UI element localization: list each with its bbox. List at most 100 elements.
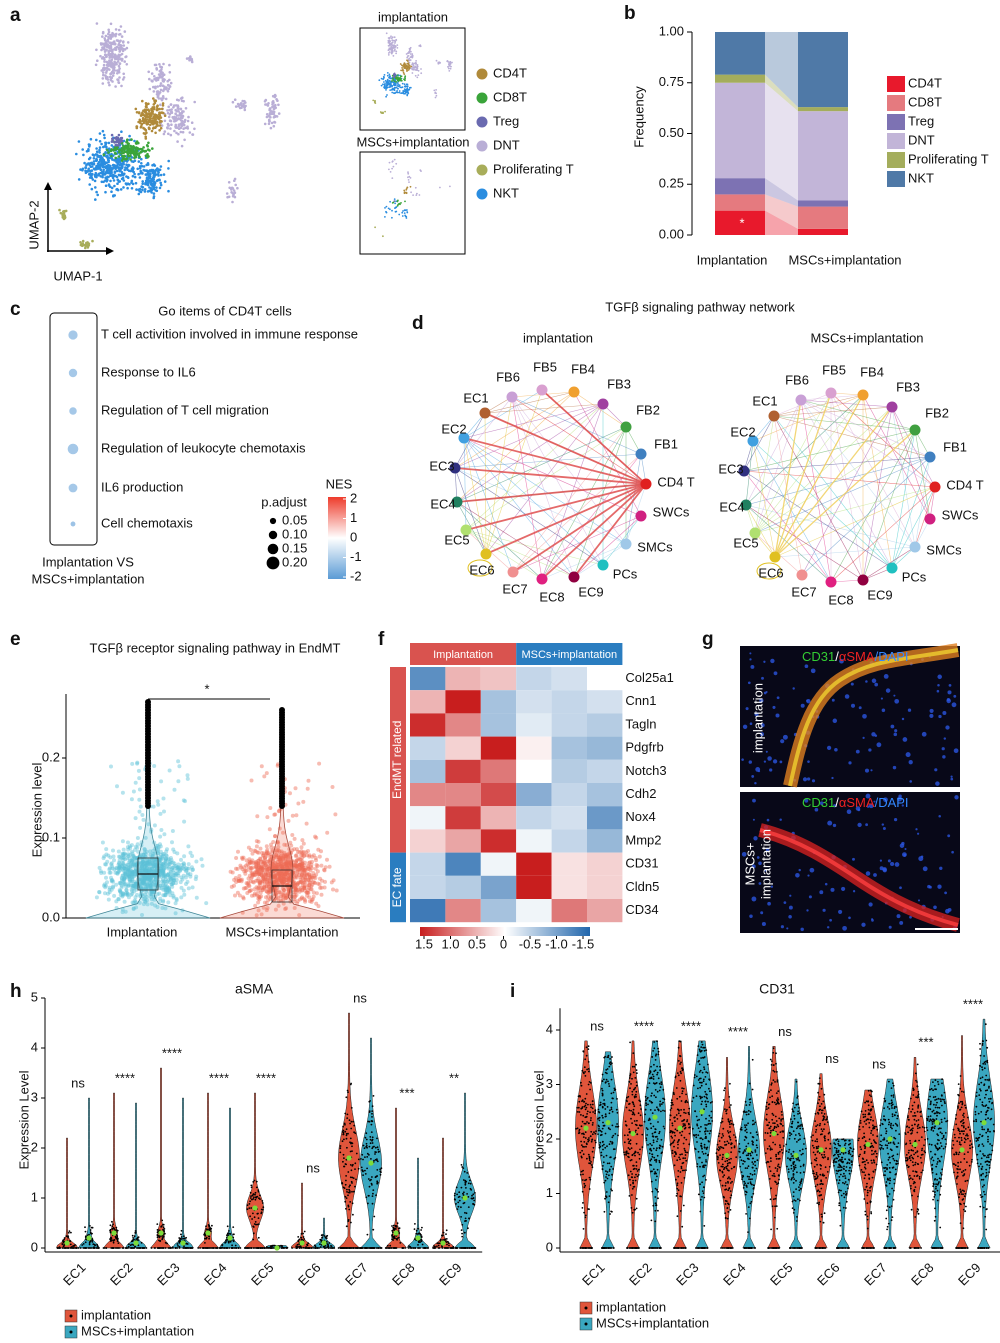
cell-point <box>109 72 112 76</box>
cell-point <box>403 73 406 75</box>
nucleus <box>751 774 755 778</box>
edge <box>830 392 936 488</box>
jitter-point <box>185 776 190 781</box>
cell-point <box>110 190 113 193</box>
term-label: Regulation of T cell migration <box>101 402 269 417</box>
node-label: EC5 <box>444 532 469 547</box>
jitter-point <box>190 885 195 890</box>
legend-label: Proliferating T <box>908 151 989 166</box>
jitter-point <box>262 860 267 865</box>
cell-point <box>188 131 192 134</box>
node-label: CD4 T <box>657 474 694 489</box>
cell-point <box>400 86 403 89</box>
cell-point <box>136 167 139 171</box>
cell-point <box>123 48 127 51</box>
colorbar-label: 0 <box>500 936 507 951</box>
stain-name: CD31 <box>802 795 835 810</box>
cell-point <box>100 43 103 46</box>
cell-point <box>92 167 96 170</box>
jitter-point <box>173 901 178 906</box>
nucleus <box>806 909 809 912</box>
x-axis-label: Implantation VS <box>42 554 134 569</box>
nucleus <box>936 689 940 693</box>
cell-point <box>166 109 169 112</box>
jitter-point <box>152 764 157 768</box>
nucleus <box>879 859 882 862</box>
stain-name: DAPI <box>878 649 908 664</box>
cell-point <box>104 151 107 154</box>
cell-point <box>410 65 413 68</box>
y-tick-label: 0.75 <box>659 74 684 89</box>
jitter-point <box>99 871 104 875</box>
jitter-point <box>165 872 170 877</box>
cell-point <box>161 102 165 105</box>
cell-point <box>163 180 167 183</box>
jitter-point <box>177 764 182 769</box>
nucleus <box>834 748 838 752</box>
jitter-point <box>88 1242 91 1244</box>
x-tick-label: EC1 <box>60 1260 88 1288</box>
cell-point <box>105 48 108 52</box>
jitter-point <box>130 854 135 859</box>
jitter-point <box>174 881 178 886</box>
jitter-point <box>126 852 131 857</box>
jitter-point <box>312 880 317 885</box>
cell-point <box>267 122 271 126</box>
jitter-point <box>117 854 121 859</box>
plot-frame <box>49 312 98 546</box>
cell-point <box>114 174 117 178</box>
cell-point <box>147 102 150 106</box>
node-label: SWCs <box>942 507 979 522</box>
jitter-point <box>325 857 329 862</box>
cell-point <box>391 177 394 180</box>
cell-point <box>98 140 102 143</box>
cell-point <box>146 178 150 181</box>
cell-point <box>397 85 400 88</box>
cell-point <box>435 94 438 97</box>
jitter-point <box>318 885 323 890</box>
cell-point <box>167 189 170 193</box>
panel-label: d <box>412 313 424 334</box>
cell-point <box>144 111 147 114</box>
cell-point <box>120 130 123 133</box>
cell-point <box>227 181 231 184</box>
jitter-point <box>165 886 170 891</box>
cell-point <box>155 168 158 172</box>
cell-point <box>388 84 391 86</box>
cell-point <box>409 177 412 179</box>
y-axis-label: Expression Level <box>16 1070 31 1169</box>
bar-segment <box>798 32 848 108</box>
cell-point <box>117 53 121 57</box>
cell-point <box>110 42 114 46</box>
cell-point <box>132 151 136 154</box>
jitter-point <box>243 871 248 876</box>
cell-point <box>114 28 118 31</box>
cell-point <box>100 48 103 52</box>
cell-point <box>94 198 97 201</box>
cell-point <box>58 208 61 212</box>
node-label: EC5 <box>733 535 758 550</box>
cell-point <box>83 161 86 165</box>
nucleus <box>806 777 811 781</box>
cell-point <box>161 75 164 78</box>
cell-point <box>126 186 129 190</box>
cell-point <box>407 172 410 175</box>
heatmap-cell <box>445 713 481 737</box>
cell-point <box>396 74 399 76</box>
cell-point <box>182 127 185 130</box>
heatmap-cell <box>410 783 446 807</box>
cell-point <box>150 107 153 111</box>
network-title: implantation <box>523 330 593 345</box>
cell-point <box>388 161 391 164</box>
y-tick-label: 2 <box>31 1139 38 1154</box>
y-tick-label: 0.25 <box>659 176 684 191</box>
outlier <box>145 699 151 705</box>
cell-point <box>146 162 150 165</box>
cell-point <box>114 53 117 57</box>
nucleus <box>745 707 749 711</box>
nucleus <box>944 891 947 895</box>
jitter-point <box>301 896 306 901</box>
heatmap-cell <box>445 899 481 923</box>
heatmap-cell <box>410 713 446 737</box>
cell-point <box>231 100 235 104</box>
